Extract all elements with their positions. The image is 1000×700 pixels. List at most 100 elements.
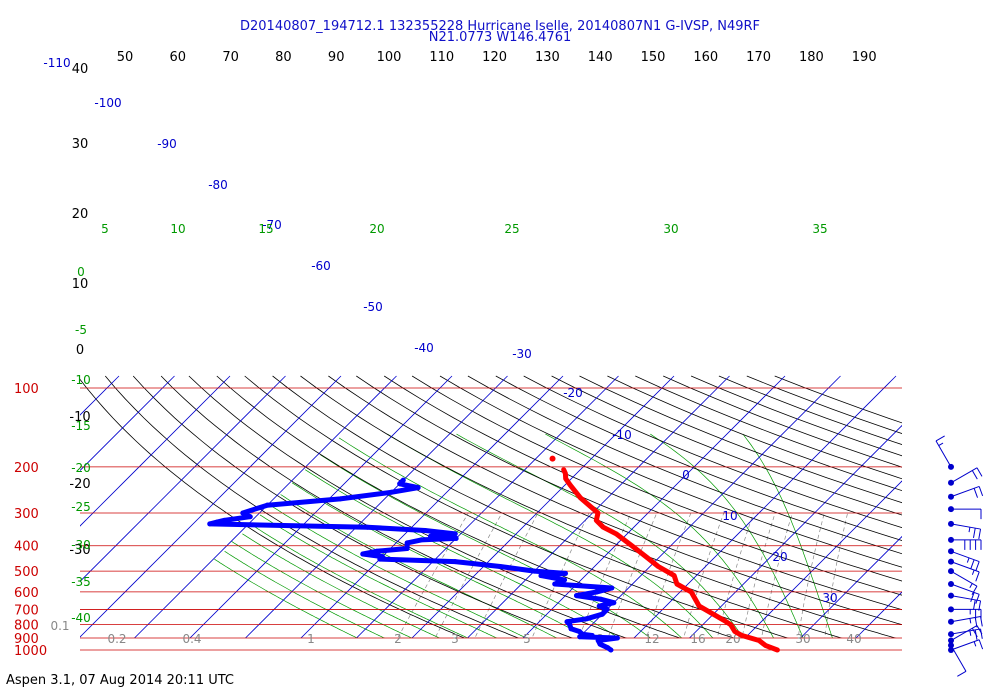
isotherm-label: 20 (772, 550, 787, 564)
top-tick-label: 90 (328, 50, 345, 65)
moist-adiabat-line (259, 514, 498, 638)
isotherm-label: -70 (262, 218, 282, 232)
moist-adiabat-label: 0 (77, 265, 85, 279)
dewpoint-point (594, 589, 600, 595)
wind-barb-flag (971, 627, 978, 638)
moist-top-label: 20 (369, 222, 384, 236)
wind-barb-staff (950, 639, 980, 651)
dry-adiabat-line (160, 375, 628, 638)
top-tick-label: 120 (482, 50, 507, 65)
dry-adiabat-line (80, 378, 466, 638)
isotherm-line (189, 375, 453, 638)
wind-barb-flag (976, 625, 983, 635)
dewpoint-point (207, 521, 213, 527)
isotherm-label: -60 (311, 259, 331, 273)
dewpoint-point (264, 502, 270, 508)
dry-adiabat-line (439, 375, 902, 568)
isotherm-line (799, 535, 902, 638)
isotherm-line (633, 375, 897, 638)
top-tick-label: 170 (746, 50, 771, 65)
wind-level-dot (948, 592, 954, 599)
dry-adiabat-line (300, 375, 897, 638)
dewpoint-point (589, 632, 595, 638)
dry-adiabat-line (132, 375, 574, 638)
dewpoint-point (561, 577, 567, 583)
mixing-ratio-line (741, 512, 776, 638)
wind-barb (948, 625, 983, 644)
wind-barb-half-flag (969, 583, 973, 589)
top-tick-label: 50 (117, 50, 134, 65)
wind-barb-staff (950, 570, 978, 587)
dry-adiabat-line (551, 375, 902, 516)
wind-barb-staff (950, 523, 981, 530)
moist-adiabat-line (269, 504, 528, 638)
dry-adiabat-line (774, 375, 902, 424)
dewpoint-point (597, 641, 603, 647)
dewpoint-point (422, 528, 428, 534)
moist-adiabat-line (338, 437, 683, 638)
mixing-ratio-line (716, 512, 754, 638)
moist-adiabat-label: -30 (71, 538, 91, 552)
wind-barb-flag (935, 435, 945, 442)
mixing-ratio-label: 40 (846, 632, 861, 646)
dry-adiabat-line (718, 375, 902, 446)
dewpoint-point (573, 593, 579, 599)
wind-barb-flag (978, 486, 984, 497)
isotherm-line (466, 375, 730, 638)
mixing-ratio-line (797, 512, 825, 638)
mixing-ratio-line (824, 512, 848, 638)
mixing-ratio-line (434, 512, 503, 638)
dry-adiabat-line (104, 375, 520, 638)
mixing-ratio-label: 12 (644, 632, 659, 646)
top-tick-label: 100 (377, 50, 402, 65)
wind-barb (948, 548, 980, 572)
dry-adiabat-line (383, 375, 902, 596)
moist-adiabat-label: -5 (75, 323, 87, 337)
wind-barb-staff (950, 561, 980, 573)
moist-top-label: 30 (663, 222, 678, 236)
isotherm-line (855, 591, 902, 638)
mixing-ratio-line (761, 512, 793, 638)
wind-level-dot (948, 606, 954, 613)
wind-level-dot (948, 618, 954, 625)
moist-adiabat-line (249, 523, 469, 638)
mixing-ratio-label: 5 (523, 632, 531, 646)
dewpoint-point (418, 537, 424, 543)
moist-adiabat-line (224, 551, 386, 638)
dewpoint-point (214, 519, 220, 525)
wind-level-dot (948, 568, 954, 575)
dewpoint-point (221, 517, 227, 523)
mixing-ratio-label: 2 (394, 632, 402, 646)
wind-barb-flag (975, 571, 980, 582)
temperature-trace (549, 455, 780, 653)
dewpoint-point (577, 634, 583, 640)
top-tick-label: 180 (799, 50, 824, 65)
dewpoint-point (397, 481, 403, 487)
wind-barb (948, 485, 984, 500)
wind-barb-half-flag (969, 630, 972, 636)
dewpoint-point (377, 556, 383, 562)
pressure-tick-label: 400 (14, 540, 39, 555)
isotherm-label: -50 (363, 300, 383, 314)
dewpoint-trace (207, 477, 620, 653)
wind-barb-flag (970, 592, 975, 603)
dewpoint-point (247, 514, 253, 520)
wind-barb-flag (972, 528, 976, 539)
isotherm-line (522, 375, 786, 638)
mixing-ratio-label: 20 (725, 632, 740, 646)
dewpoint-point (374, 548, 380, 554)
wind-level-dot (948, 536, 954, 543)
pressure-tick-label: 200 (14, 461, 39, 476)
top-tick-label: 160 (693, 50, 718, 65)
wind-barb (948, 639, 984, 653)
pressure-tick-label: 700 (14, 603, 39, 618)
dewpoint-point (388, 489, 394, 495)
dewpoint-point (452, 559, 458, 565)
pressure-tick-label: 800 (14, 619, 39, 634)
isotherm-line (0, 376, 8, 656)
wind-level-dot (948, 637, 954, 644)
pressure-tick-label: 100 (14, 382, 39, 397)
isotherm-label: -80 (208, 178, 228, 192)
wind-barb (948, 536, 982, 550)
dewpoint-point (404, 540, 410, 546)
